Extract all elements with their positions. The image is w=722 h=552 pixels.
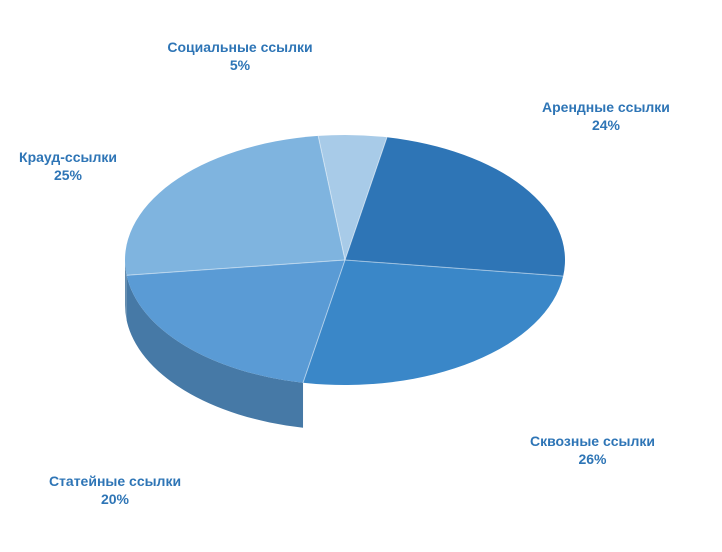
slice-label: Социальные ссылки5% (167, 38, 312, 74)
slice-label-name: Социальные ссылки (167, 38, 312, 56)
slice-label-name: Крауд-ссылки (19, 148, 117, 166)
slice-label-percent: 5% (167, 56, 312, 74)
slice-label-percent: 24% (542, 116, 670, 134)
slice-label-percent: 20% (49, 490, 181, 508)
slice-label-percent: 25% (19, 166, 117, 184)
slice-label-name: Сквозные ссылки (530, 432, 655, 450)
slice-label: Сквозные ссылки26% (530, 432, 655, 468)
slice-label: Крауд-ссылки25% (19, 148, 117, 184)
slice-label: Статейные ссылки20% (49, 472, 181, 508)
pie-chart-container: Арендные ссылки24% Сквозные ссылки26% Стат… (0, 0, 722, 552)
slice-label-name: Статейные ссылки (49, 472, 181, 490)
slice-label: Арендные ссылки24% (542, 98, 670, 134)
slice-label-percent: 26% (530, 450, 655, 468)
pie-chart-svg (0, 0, 722, 552)
slice-label-name: Арендные ссылки (542, 98, 670, 116)
